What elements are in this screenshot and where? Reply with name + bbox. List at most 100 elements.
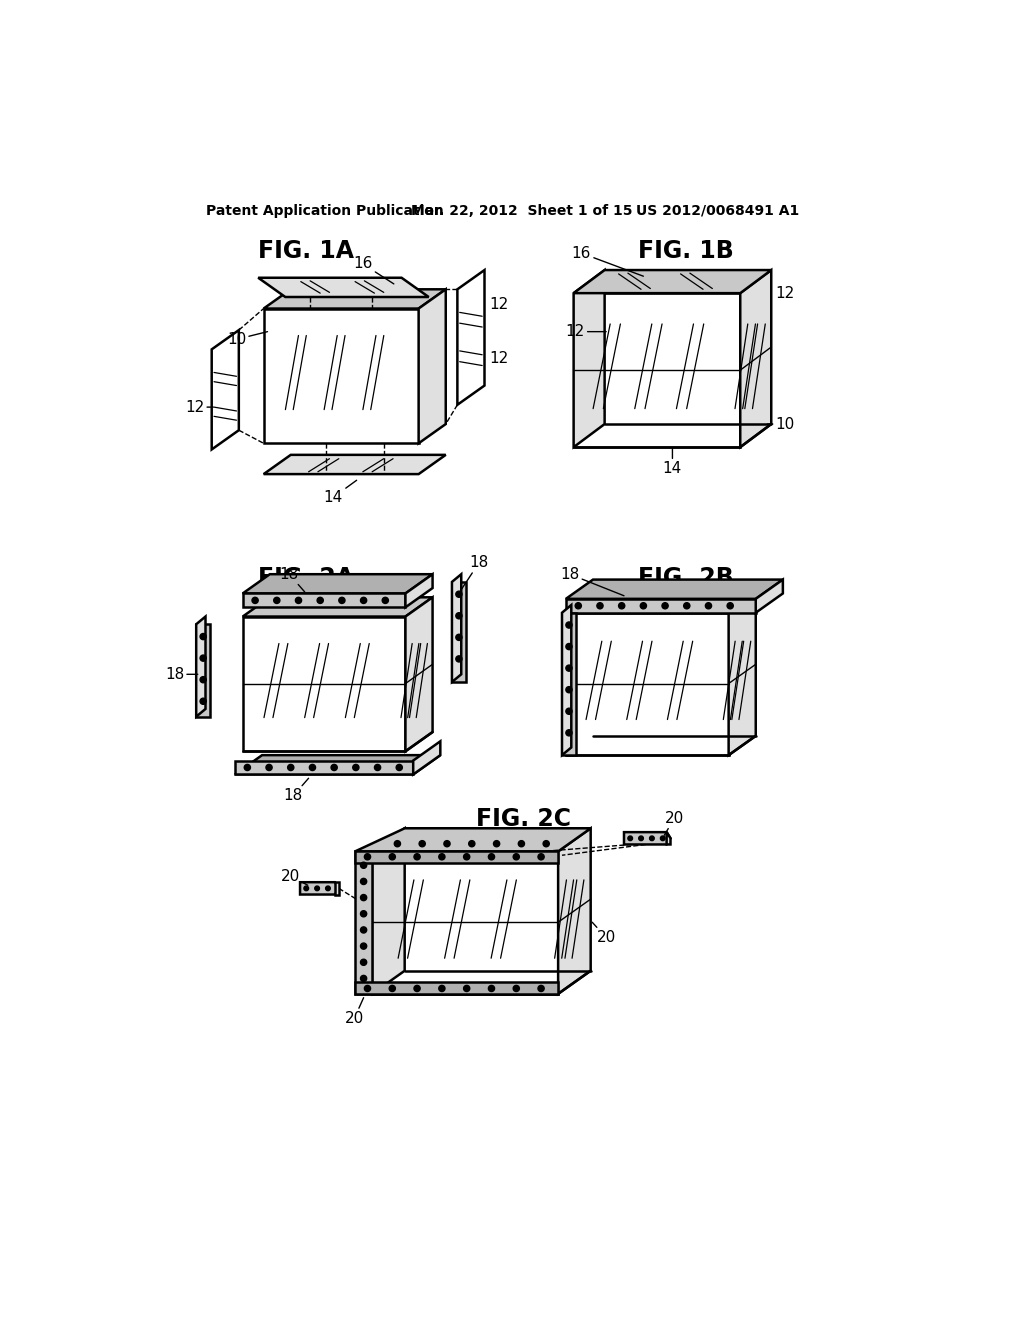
Text: Mar. 22, 2012  Sheet 1 of 15: Mar. 22, 2012 Sheet 1 of 15 bbox=[411, 203, 633, 218]
Circle shape bbox=[414, 854, 420, 859]
Circle shape bbox=[309, 764, 315, 771]
Circle shape bbox=[396, 764, 402, 771]
Circle shape bbox=[488, 854, 495, 859]
Text: FIG. 2C: FIG. 2C bbox=[476, 807, 570, 832]
Circle shape bbox=[660, 836, 665, 841]
Text: FIG. 2B: FIG. 2B bbox=[638, 566, 734, 590]
Circle shape bbox=[360, 927, 367, 933]
Text: 14: 14 bbox=[663, 449, 682, 477]
Circle shape bbox=[245, 764, 251, 771]
Text: 14: 14 bbox=[324, 480, 356, 504]
Polygon shape bbox=[197, 624, 210, 717]
Polygon shape bbox=[452, 574, 461, 682]
Polygon shape bbox=[458, 271, 484, 405]
Circle shape bbox=[488, 985, 495, 991]
Circle shape bbox=[456, 612, 462, 619]
Circle shape bbox=[538, 985, 544, 991]
Text: 18: 18 bbox=[284, 779, 308, 804]
Circle shape bbox=[360, 895, 367, 900]
Circle shape bbox=[706, 603, 712, 609]
Text: 18: 18 bbox=[461, 556, 488, 590]
Circle shape bbox=[200, 655, 206, 661]
Polygon shape bbox=[234, 760, 414, 775]
Circle shape bbox=[469, 841, 475, 847]
Circle shape bbox=[566, 665, 572, 672]
Text: FIG. 2A: FIG. 2A bbox=[258, 566, 354, 590]
Circle shape bbox=[382, 597, 388, 603]
Polygon shape bbox=[263, 309, 419, 444]
Polygon shape bbox=[372, 829, 404, 994]
Text: FIG. 1A: FIG. 1A bbox=[258, 239, 354, 263]
Circle shape bbox=[360, 975, 367, 982]
Circle shape bbox=[618, 603, 625, 609]
Circle shape bbox=[273, 597, 280, 603]
Circle shape bbox=[640, 603, 646, 609]
Circle shape bbox=[266, 764, 272, 771]
Polygon shape bbox=[566, 594, 756, 612]
Polygon shape bbox=[558, 829, 591, 994]
Text: 18: 18 bbox=[165, 667, 198, 682]
Circle shape bbox=[566, 708, 572, 714]
Circle shape bbox=[443, 841, 451, 847]
Circle shape bbox=[326, 886, 331, 891]
Circle shape bbox=[518, 841, 524, 847]
Text: 18: 18 bbox=[560, 566, 624, 595]
Text: 20: 20 bbox=[592, 923, 615, 945]
Circle shape bbox=[543, 841, 549, 847]
Circle shape bbox=[360, 862, 367, 869]
Polygon shape bbox=[243, 594, 406, 607]
Circle shape bbox=[684, 603, 690, 609]
Polygon shape bbox=[452, 582, 466, 682]
Polygon shape bbox=[243, 574, 432, 594]
Circle shape bbox=[538, 854, 544, 859]
Polygon shape bbox=[300, 882, 339, 895]
Text: 20: 20 bbox=[665, 810, 684, 836]
Polygon shape bbox=[243, 616, 406, 751]
Circle shape bbox=[360, 942, 367, 949]
Circle shape bbox=[375, 764, 381, 771]
Circle shape bbox=[464, 985, 470, 991]
Polygon shape bbox=[419, 289, 445, 444]
Polygon shape bbox=[566, 579, 783, 599]
Polygon shape bbox=[624, 832, 671, 845]
Polygon shape bbox=[355, 851, 372, 994]
Circle shape bbox=[456, 656, 462, 663]
Circle shape bbox=[597, 603, 603, 609]
Circle shape bbox=[639, 836, 643, 841]
Circle shape bbox=[360, 597, 367, 603]
Circle shape bbox=[414, 985, 420, 991]
Polygon shape bbox=[573, 271, 604, 447]
Circle shape bbox=[438, 985, 445, 991]
Polygon shape bbox=[566, 612, 729, 755]
Circle shape bbox=[566, 730, 572, 737]
Circle shape bbox=[200, 698, 206, 705]
Text: 12: 12 bbox=[775, 285, 795, 301]
Circle shape bbox=[566, 686, 572, 693]
Text: 16: 16 bbox=[571, 246, 643, 276]
Polygon shape bbox=[355, 829, 591, 851]
Circle shape bbox=[464, 854, 470, 859]
Circle shape bbox=[252, 597, 258, 603]
Text: 12: 12 bbox=[488, 297, 508, 313]
Circle shape bbox=[456, 591, 462, 598]
Text: 20: 20 bbox=[282, 869, 308, 886]
Polygon shape bbox=[573, 293, 740, 447]
Circle shape bbox=[200, 677, 206, 682]
Circle shape bbox=[438, 854, 445, 859]
Circle shape bbox=[314, 886, 319, 891]
Circle shape bbox=[566, 622, 572, 628]
Text: 10: 10 bbox=[227, 331, 267, 347]
Polygon shape bbox=[335, 882, 339, 895]
Polygon shape bbox=[406, 598, 432, 751]
Circle shape bbox=[389, 985, 395, 991]
Circle shape bbox=[662, 603, 669, 609]
Circle shape bbox=[317, 597, 324, 603]
Text: 12: 12 bbox=[488, 351, 508, 366]
Polygon shape bbox=[263, 289, 445, 309]
Circle shape bbox=[513, 854, 519, 859]
Polygon shape bbox=[234, 755, 440, 775]
Polygon shape bbox=[355, 851, 558, 863]
Circle shape bbox=[513, 985, 519, 991]
Text: 10: 10 bbox=[767, 417, 795, 432]
Circle shape bbox=[331, 764, 337, 771]
